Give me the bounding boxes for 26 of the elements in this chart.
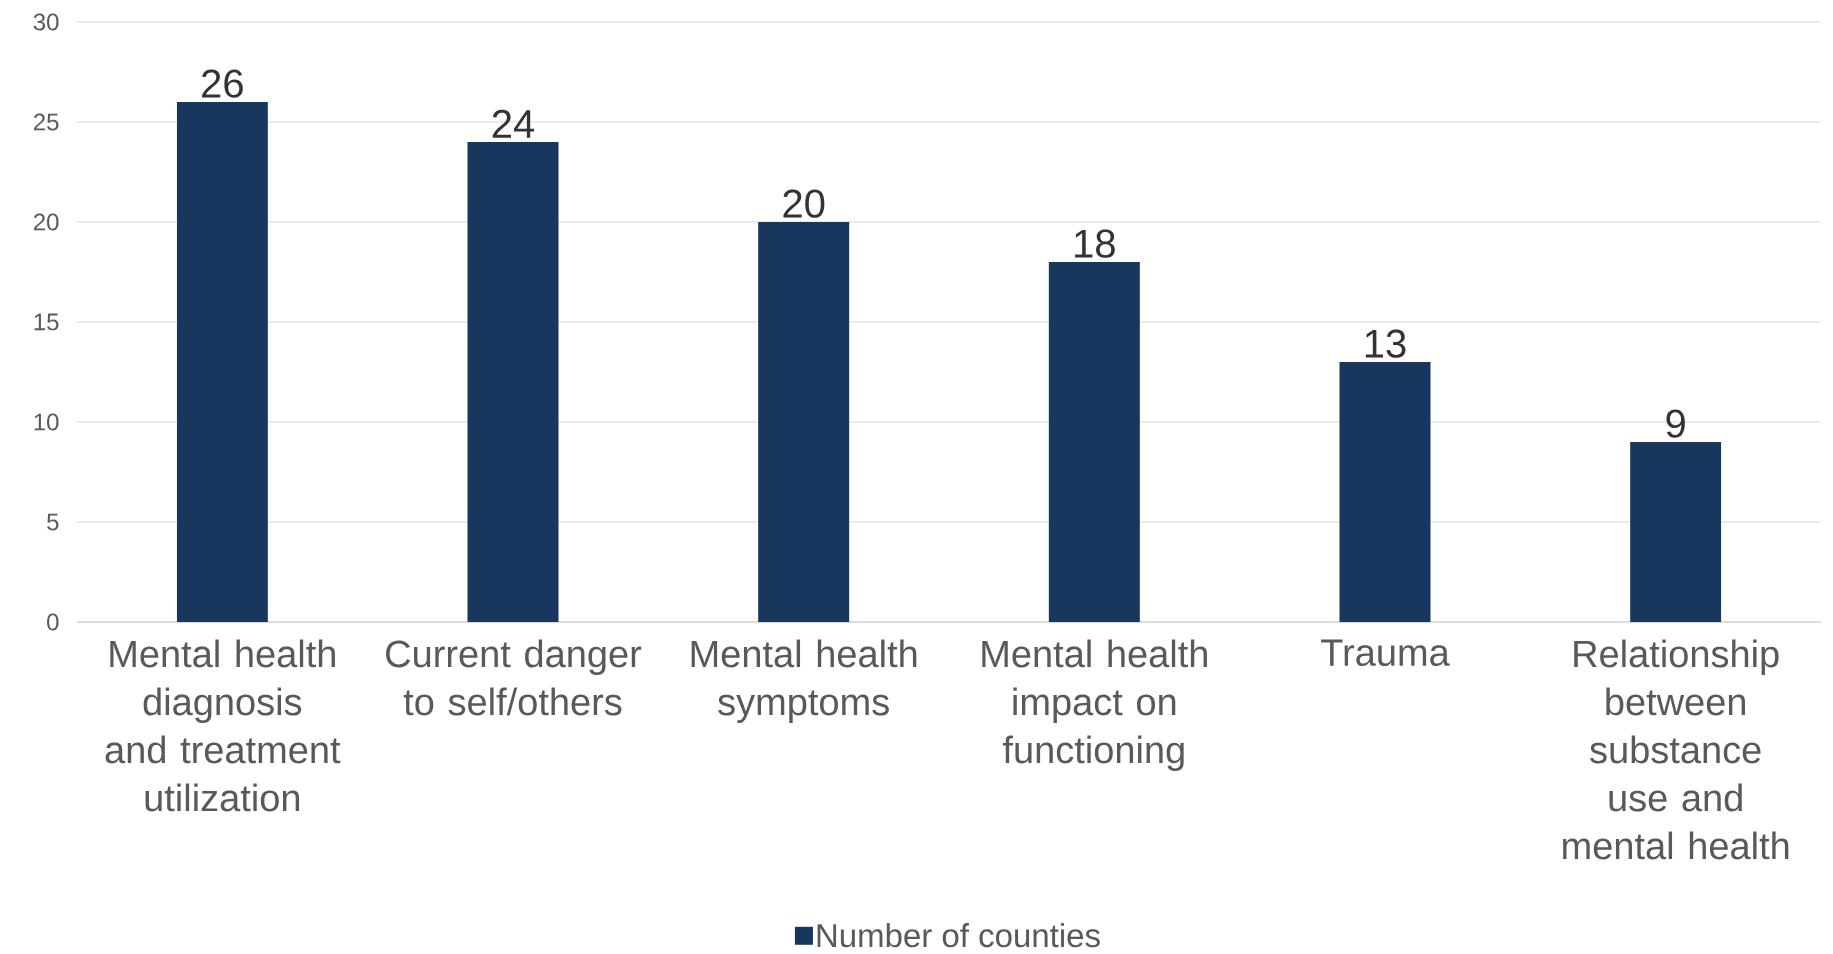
bar (1048, 262, 1140, 622)
y-tick-label: 0 (47, 613, 59, 631)
bar (176, 102, 268, 622)
x-tick-label: Mental health symptoms (691, 639, 917, 723)
bar (467, 142, 559, 622)
y-tick-label: 10 (34, 413, 59, 431)
x-tick-label: Trauma (1321, 639, 1450, 667)
x-tick-label: Mental health impact on functioning (982, 639, 1207, 771)
data-label: 24 (492, 109, 535, 138)
data-label: 13 (1365, 329, 1406, 358)
y-tick-label: 30 (33, 13, 59, 31)
y-tick-label: 15 (34, 313, 59, 331)
data-label: 26 (202, 69, 243, 98)
y-tick-label: 25 (33, 113, 59, 131)
y-tick-label: 20 (33, 213, 59, 231)
bar (758, 222, 850, 622)
data-label: 20 (783, 189, 825, 218)
x-tick-label: Relationship between substance use and mental health (1563, 639, 1789, 860)
legend-label: Number of counties (817, 923, 1100, 948)
bar (1339, 362, 1431, 622)
x-tick-label: Mental health diagnosis and treatment utilization (105, 639, 341, 812)
x-tick-label: Current danger to self/others (386, 639, 642, 716)
bar (1630, 442, 1722, 622)
y-tick-label: 5 (47, 513, 59, 531)
data-label: 18 (1075, 229, 1115, 258)
data-label: 9 (1666, 409, 1685, 438)
